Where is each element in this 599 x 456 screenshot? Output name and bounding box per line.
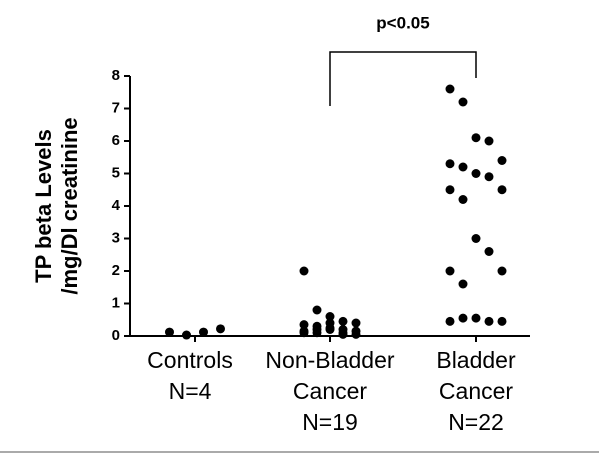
data-point (165, 327, 174, 337)
data-point (497, 266, 507, 276)
annotation: p<0.05 (376, 13, 429, 32)
x-tick-label: N=4 (169, 378, 212, 404)
data-point (445, 159, 455, 169)
data-point (299, 266, 309, 276)
data-point (445, 84, 455, 94)
data-point (182, 330, 191, 340)
data-point (299, 320, 309, 330)
y-tick-label: 5 (112, 164, 120, 181)
y-tick-label: 3 (112, 229, 120, 246)
data-point (497, 156, 507, 165)
data-point (471, 313, 481, 323)
y-tick-label: 8 (112, 67, 120, 84)
x-tick-label: Bladder (436, 347, 516, 373)
data-point (445, 266, 455, 276)
data-point (471, 169, 481, 178)
data-point (484, 172, 494, 182)
data-point (471, 234, 481, 243)
x-tick-label: N=19 (302, 409, 358, 435)
data-point (458, 313, 468, 323)
x-tick-label: Controls (147, 347, 233, 373)
data-point (497, 316, 507, 326)
data-point (497, 185, 507, 195)
data-point (458, 279, 468, 289)
y-tick-label: 7 (112, 99, 120, 116)
y-axis-label: /mg/Dl creatinine (57, 117, 82, 294)
data-point (299, 326, 309, 336)
data-point (458, 97, 468, 107)
data-point (338, 329, 348, 339)
data-point (351, 329, 361, 339)
y-tick-label: 1 (112, 294, 120, 311)
y-tick-label: 2 (112, 262, 120, 279)
y-tick-label: 0 (112, 327, 120, 344)
data-point (216, 324, 225, 334)
significance-bracket (329, 51, 477, 106)
data-point (445, 185, 455, 195)
x-tick-label: Non-Bladder (265, 347, 394, 373)
data-point (471, 133, 481, 143)
data-point (484, 136, 494, 146)
x-tick-label: Cancer (293, 378, 367, 404)
y-tick-label: 6 (112, 132, 120, 149)
data-point (458, 162, 468, 172)
y-axis-label: TP beta Levels (31, 129, 56, 283)
y-tick-label: 4 (112, 197, 121, 214)
data-point (458, 195, 468, 204)
data-point (312, 328, 322, 338)
data-point (199, 327, 208, 337)
data-point (325, 312, 335, 321)
data-point (445, 316, 455, 326)
x-tick-label: Cancer (439, 378, 513, 404)
data-point (325, 325, 335, 334)
data-point (484, 247, 494, 256)
x-tick-label: N=22 (448, 409, 504, 435)
data-point (338, 316, 348, 326)
data-point (312, 305, 322, 315)
data-point (484, 316, 494, 326)
data-point (351, 318, 361, 328)
